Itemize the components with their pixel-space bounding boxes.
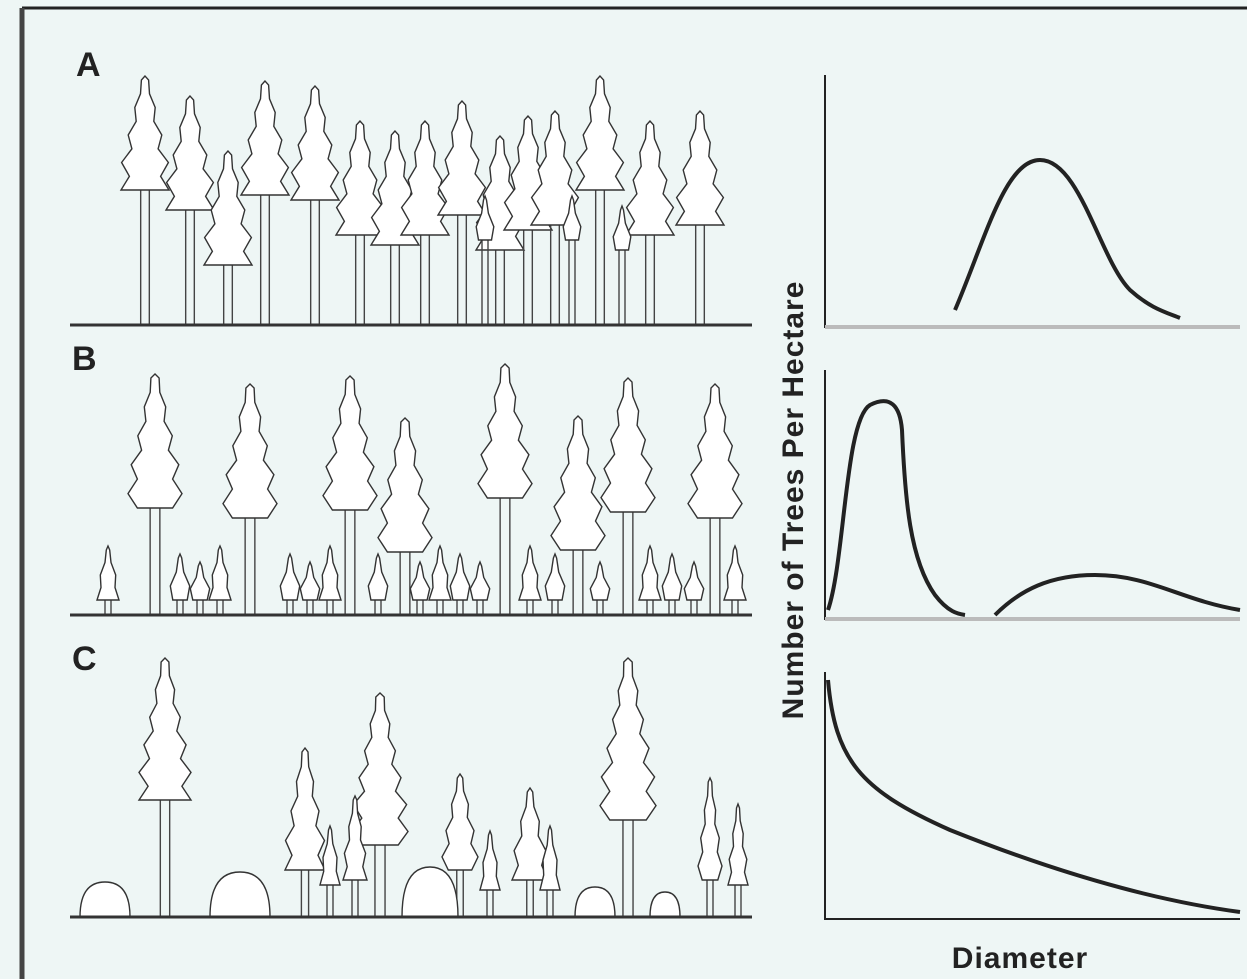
tree-crown [409,560,431,601]
tree-crown [562,194,582,241]
shrub [649,891,681,918]
tree-crown [137,656,193,801]
tree-crown [469,560,491,601]
tree-crown [342,794,368,881]
tree-crown [723,544,747,601]
tree-crown [550,415,606,551]
tree-crown [697,776,723,881]
curve [953,157,1181,320]
tree-crown [351,692,409,846]
tree-crown [529,109,581,226]
tree-crown [624,119,676,236]
tree-crown [208,544,232,601]
tree-crown [661,552,683,601]
panel-label: B [72,340,97,378]
tree-crown [612,204,632,251]
tree-crown [299,560,321,601]
shrub [574,886,616,918]
tree-crown [318,544,342,601]
tree-crown [599,657,657,821]
tree-crown [600,377,656,513]
x-axis-label: Diameter [952,942,1088,975]
shrub [79,881,131,918]
panel-label: A [76,46,101,84]
tree-crown [539,824,561,891]
stands [79,74,749,918]
tree-crown [202,149,254,266]
tree-crown [222,383,278,519]
y-axis-label: Number of Trees Per Hectare [777,281,810,720]
tree-crown [674,109,726,226]
tree-crown [319,824,341,886]
tree-crown [518,544,542,601]
tree-crown [441,772,479,871]
tree-crown [574,74,626,191]
tree-crown [279,552,301,601]
curve [826,679,1241,914]
tree-crown [189,560,211,601]
tree-crown [687,383,743,519]
tree-crown [96,544,120,601]
tree-crown [544,552,566,601]
tree-crown [399,119,451,236]
tree-crown [727,802,749,886]
tree-crown [283,746,327,871]
tree-crown [589,560,611,601]
curve [826,399,1241,617]
tree-crown [449,552,471,601]
tree-crown [377,417,433,553]
tree-crown [334,119,386,236]
tree-crown [475,194,495,241]
tree-crown [436,99,488,216]
shrub [209,871,271,918]
panel-label: C [72,640,97,678]
shrub [401,866,459,918]
tree-crown [127,373,183,509]
tree-crown [477,363,533,499]
tree-crown [239,79,291,196]
tree-crown [510,786,550,881]
tree-crown [119,74,171,191]
tree-crown [683,560,705,601]
tree-crown [638,544,662,601]
tree-crown [322,375,378,511]
tree-crown [367,552,389,601]
tree-crown [428,544,452,601]
tree-crown [169,552,191,601]
tree-crown [479,829,501,891]
tree-crown [164,94,216,211]
tree-crown [289,84,341,201]
